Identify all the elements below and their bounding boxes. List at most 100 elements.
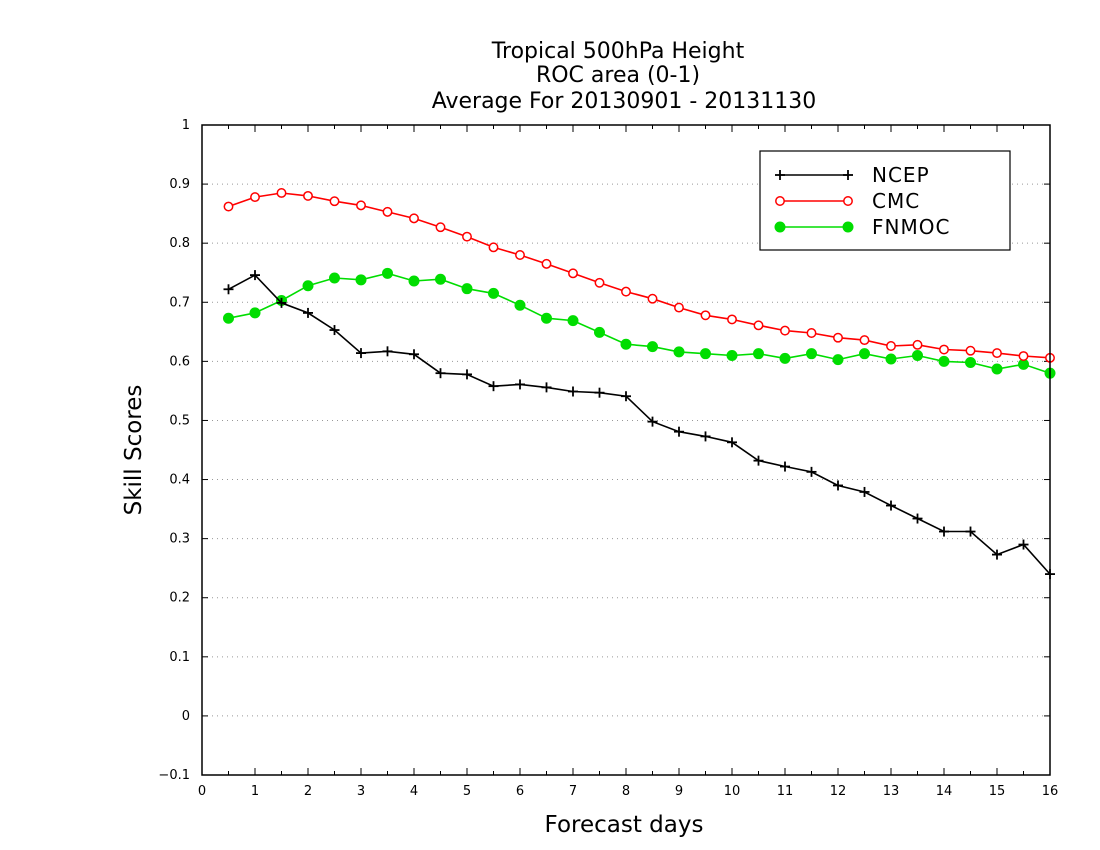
data-point-fnmoc bbox=[329, 272, 340, 284]
data-point-ncep bbox=[912, 513, 923, 524]
x-axis-label: Forecast days bbox=[545, 812, 704, 838]
x-tick-label: 16 bbox=[1042, 784, 1059, 799]
data-point-fnmoc bbox=[249, 307, 261, 319]
data-point-fnmoc bbox=[514, 299, 526, 311]
data-point-fnmoc bbox=[647, 341, 658, 353]
data-point-cmc bbox=[303, 190, 313, 201]
data-point-cmc bbox=[276, 188, 287, 198]
data-point-fnmoc bbox=[461, 283, 473, 295]
data-point-cmc bbox=[488, 242, 499, 253]
data-point-cmc bbox=[992, 348, 1002, 359]
legend-label-cmc: CMC bbox=[872, 189, 920, 213]
data-point-fnmoc bbox=[779, 352, 791, 364]
data-point-cmc bbox=[965, 345, 976, 356]
data-point-cmc bbox=[939, 344, 949, 355]
data-point-cmc bbox=[409, 213, 419, 224]
series-fnmoc bbox=[223, 267, 1056, 379]
data-point-fnmoc bbox=[700, 348, 711, 360]
data-point-fnmoc bbox=[965, 357, 976, 369]
x-tick-label: 1 bbox=[251, 784, 259, 799]
data-point-ncep bbox=[992, 549, 1002, 560]
data-point-ncep bbox=[965, 526, 976, 537]
data-point-ncep bbox=[753, 455, 764, 466]
data-point-ncep bbox=[1018, 539, 1029, 550]
legend-label-ncep: NCEP bbox=[872, 163, 930, 187]
data-point-ncep bbox=[382, 346, 393, 357]
data-point-ncep bbox=[806, 466, 817, 477]
y-tick-label: 0.6 bbox=[169, 354, 190, 369]
y-tick-label: −0.1 bbox=[158, 768, 190, 783]
legend-label-fnmoc: FNMOC bbox=[872, 215, 950, 239]
data-point-fnmoc bbox=[859, 348, 870, 360]
y-tick-label: 0.3 bbox=[169, 532, 190, 547]
data-point-cmc bbox=[859, 335, 870, 346]
x-tick-label: 6 bbox=[516, 784, 524, 799]
data-point-fnmoc bbox=[673, 346, 685, 358]
data-point-cmc bbox=[515, 250, 525, 260]
data-point-cmc bbox=[568, 268, 578, 279]
data-point-fnmoc bbox=[620, 338, 632, 350]
data-point-cmc bbox=[647, 293, 658, 304]
data-point-cmc bbox=[912, 339, 923, 350]
data-point-fnmoc bbox=[302, 280, 314, 292]
x-tick-label: 4 bbox=[410, 784, 418, 799]
series-line-ncep bbox=[228, 274, 1051, 575]
data-point-ncep bbox=[329, 325, 340, 336]
data-point-fnmoc bbox=[408, 275, 420, 287]
chart-title-line-2: ROC area (0-1) bbox=[536, 63, 700, 88]
data-point-cmc bbox=[223, 201, 234, 212]
data-point-ncep bbox=[568, 386, 578, 397]
x-tick-label: 3 bbox=[357, 784, 365, 799]
data-point-ncep bbox=[462, 369, 472, 380]
data-point-fnmoc bbox=[832, 354, 844, 366]
x-tick-label: 13 bbox=[883, 784, 900, 799]
x-tick-label: 0 bbox=[198, 784, 206, 799]
legend-marker-ncep bbox=[843, 170, 853, 180]
y-tick-label: 0.7 bbox=[169, 295, 190, 310]
data-point-cmc bbox=[780, 325, 790, 336]
data-point-ncep bbox=[859, 486, 870, 497]
data-point-ncep bbox=[515, 379, 525, 390]
legend-marker-cmc bbox=[775, 196, 785, 206]
data-point-fnmoc bbox=[991, 363, 1003, 375]
y-tick-label: 0.5 bbox=[169, 413, 190, 428]
data-point-fnmoc bbox=[806, 348, 817, 360]
y-tick-label: 1 bbox=[182, 118, 190, 133]
data-point-fnmoc bbox=[382, 267, 393, 279]
data-point-ncep bbox=[674, 426, 684, 437]
data-point-cmc bbox=[250, 192, 260, 203]
data-point-cmc bbox=[594, 277, 605, 288]
x-tick-label: 11 bbox=[777, 784, 794, 799]
data-point-ncep bbox=[833, 480, 843, 491]
legend-item-ncep: NCEP bbox=[775, 163, 930, 187]
series-line-fnmoc bbox=[228, 272, 1051, 374]
data-point-fnmoc bbox=[567, 315, 579, 327]
data-point-ncep bbox=[356, 348, 366, 359]
data-point-ncep bbox=[886, 500, 896, 511]
data-point-ncep bbox=[647, 416, 658, 427]
y-tick-label: 0.2 bbox=[169, 591, 190, 606]
legend-item-cmc: CMC bbox=[775, 189, 920, 213]
data-point-cmc bbox=[753, 320, 764, 331]
data-point-fnmoc bbox=[488, 287, 499, 299]
grid-lines bbox=[202, 183, 1050, 717]
legend-marker-fnmoc bbox=[774, 221, 786, 233]
plot-frame bbox=[201, 124, 1051, 776]
y-tick-label: 0.8 bbox=[169, 236, 190, 251]
y-tick-label: 0.4 bbox=[169, 473, 190, 488]
x-tick-label: 5 bbox=[463, 784, 471, 799]
data-point-ncep bbox=[276, 297, 287, 308]
data-point-ncep bbox=[700, 431, 711, 442]
data-point-fnmoc bbox=[541, 312, 552, 324]
data-point-ncep bbox=[780, 461, 790, 472]
series-group bbox=[223, 188, 1056, 580]
data-point-fnmoc bbox=[355, 274, 367, 286]
data-point-cmc bbox=[886, 341, 896, 351]
data-point-ncep bbox=[594, 387, 605, 398]
x-tick-label: 15 bbox=[989, 784, 1006, 799]
data-point-fnmoc bbox=[885, 353, 897, 365]
data-point-cmc bbox=[1018, 351, 1029, 361]
data-point-cmc bbox=[382, 206, 393, 217]
x-tick-label: 9 bbox=[675, 784, 683, 799]
